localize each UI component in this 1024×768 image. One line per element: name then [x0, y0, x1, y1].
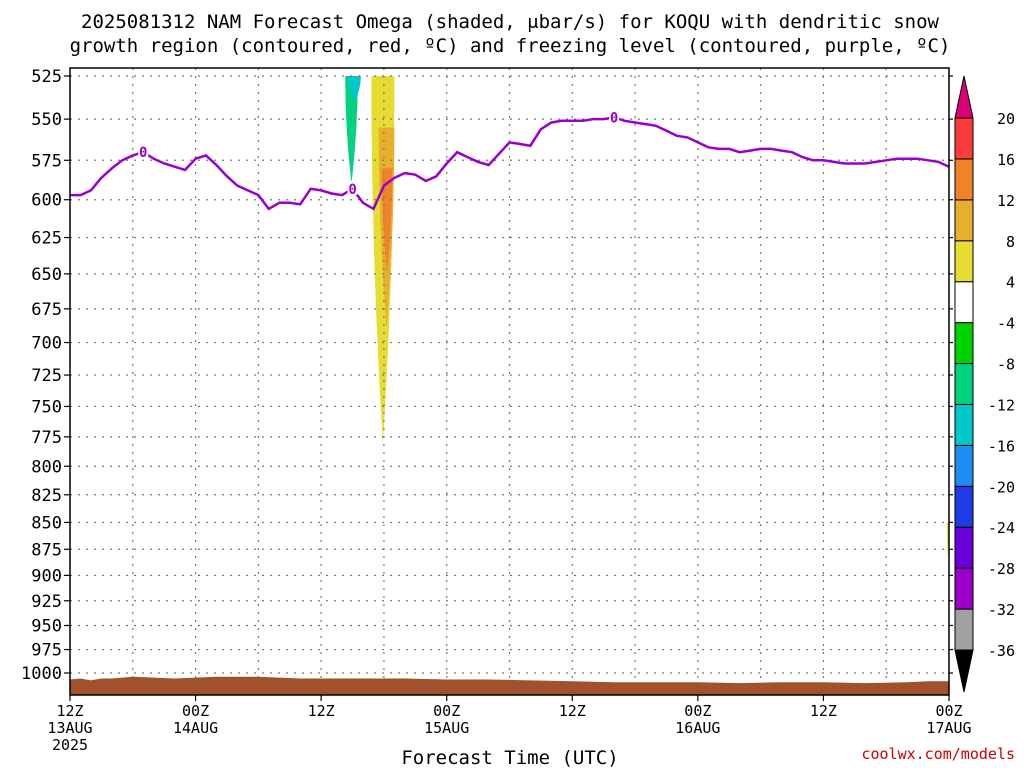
colorbar-label-16: 16 [997, 151, 1015, 169]
y-tick-label-850: 850 [31, 513, 62, 533]
x-tick-label-36-1: 15AUG [424, 719, 469, 737]
colorbar-label--4: -4 [997, 315, 1015, 333]
colorbar-label--36: -36 [988, 642, 1015, 660]
colorbar-box--12 [954, 363, 974, 405]
plot-frame [69, 67, 950, 696]
x-tick-label-48-0: 12Z [559, 702, 586, 720]
omega-region-0 [345, 76, 358, 185]
chart-title-line-1: 2025081312 NAM Forecast Omega (shaded, μ… [81, 11, 939, 33]
colorbar-label--16: -16 [988, 437, 1015, 455]
colorbar-box-12 [954, 158, 974, 201]
y-tick-label-775: 775 [31, 428, 62, 448]
y-tick-label-900: 900 [31, 566, 62, 586]
y-tick-label-950: 950 [31, 616, 62, 636]
freezing-level-layer: 0 0 0 [70, 109, 950, 211]
y-tick-label-625: 625 [31, 229, 62, 249]
omega-shading-layer [345, 76, 949, 560]
y-tick-label-675: 675 [31, 300, 62, 320]
x-tick-label-84-1: 17AUG [926, 719, 971, 737]
colorbar-box--24 [954, 485, 974, 528]
colorbar-box--8 [954, 322, 974, 365]
colorbar: -36 -32 -28 -24 -20 -16 -12 -8 -4 4 8 12 16 20 [954, 75, 1015, 693]
y-tick-label-800: 800 [31, 457, 62, 477]
terrain-fill [70, 676, 949, 695]
y-tick-label-875: 875 [31, 540, 62, 560]
x-tick-label-72-0: 12Z [810, 702, 837, 720]
freezing-label-bg-1 [347, 180, 358, 195]
terrain-layer [70, 676, 949, 695]
freezing-level-line [70, 116, 950, 211]
x-tick-label-36-0: 00Z [433, 702, 460, 720]
colorbar-box-4 [954, 240, 974, 283]
freezing-label-bg-0 [138, 144, 149, 159]
freezing-label-bg-2 [609, 109, 620, 124]
x-tick-label-24-0: 12Z [308, 702, 335, 720]
colorbar-box-8 [954, 199, 974, 242]
colorbar-box--36 [954, 608, 974, 651]
x-tick-label-60-0: 00Z [684, 702, 711, 720]
grid-layer [70, 68, 949, 695]
y-tick-label-525: 525 [31, 67, 62, 87]
colorbar-label-20: 20 [997, 110, 1015, 128]
x-axis-title: Forecast Time (UTC) [401, 747, 618, 768]
colorbar-label-12: 12 [997, 192, 1015, 210]
y-tick-label-550: 550 [31, 110, 62, 130]
credit-text: coolwx.com/models [861, 745, 1015, 763]
colorbar-top-arrow [954, 75, 974, 119]
chart-title-line-2: growth region (contoured, red, ºC) and f… [70, 35, 951, 57]
y-tick-label-750: 750 [31, 397, 62, 417]
y-tick-label-600: 600 [31, 191, 62, 211]
colorbar-box--28 [954, 526, 974, 569]
y-tick-label-975: 975 [31, 641, 62, 661]
colorbar-box--20 [954, 444, 974, 487]
colorbar-label-8: 8 [1006, 233, 1015, 251]
freezing-level-label: 0 [348, 182, 356, 198]
colorbar-label--12: -12 [988, 396, 1015, 414]
colorbar-bottom-arrow [954, 649, 974, 693]
y-tick-label-725: 725 [31, 366, 62, 386]
omega-region-4 [381, 168, 393, 274]
omega-region-1 [348, 76, 361, 103]
y-tick-label-1000: 1000 [21, 664, 62, 684]
y-tick-label-650: 650 [31, 265, 62, 285]
x-tick-label-60-1: 16AUG [675, 719, 720, 737]
y-tick-label-700: 700 [31, 334, 62, 354]
x-tick-label-0-2: 2025 [52, 736, 88, 754]
colorbar-label--8: -8 [997, 356, 1015, 374]
colorbar-box-16 [954, 117, 974, 160]
y-tick-label-825: 825 [31, 486, 62, 506]
x-tick-label-0-1: 13AUG [47, 719, 92, 737]
colorbar-box--32 [954, 567, 974, 610]
colorbar-label-4: 4 [1006, 274, 1015, 292]
colorbar-box--4 [954, 281, 974, 324]
y-axis-ticks: 525 550 575 600 625 650 675 700 725 750 775 800 825 8… [21, 67, 953, 684]
colorbar-label--24: -24 [988, 519, 1015, 537]
colorbar-box--16 [954, 403, 974, 446]
x-tick-label-12-1: 14AUG [173, 719, 218, 737]
colorbar-label--32: -32 [988, 601, 1015, 619]
x-tick-label-12-0: 00Z [182, 702, 209, 720]
colorbar-label--28: -28 [988, 560, 1015, 578]
y-tick-label-575: 575 [31, 151, 62, 171]
x-tick-label-84-0: 00Z [935, 702, 962, 720]
freezing-level-label: 0 [610, 110, 618, 126]
y-tick-label-925: 925 [31, 592, 62, 612]
colorbar-label--20: -20 [988, 478, 1015, 496]
freezing-level-label: 0 [139, 145, 147, 161]
x-tick-label-0-0: 12Z [56, 702, 83, 720]
